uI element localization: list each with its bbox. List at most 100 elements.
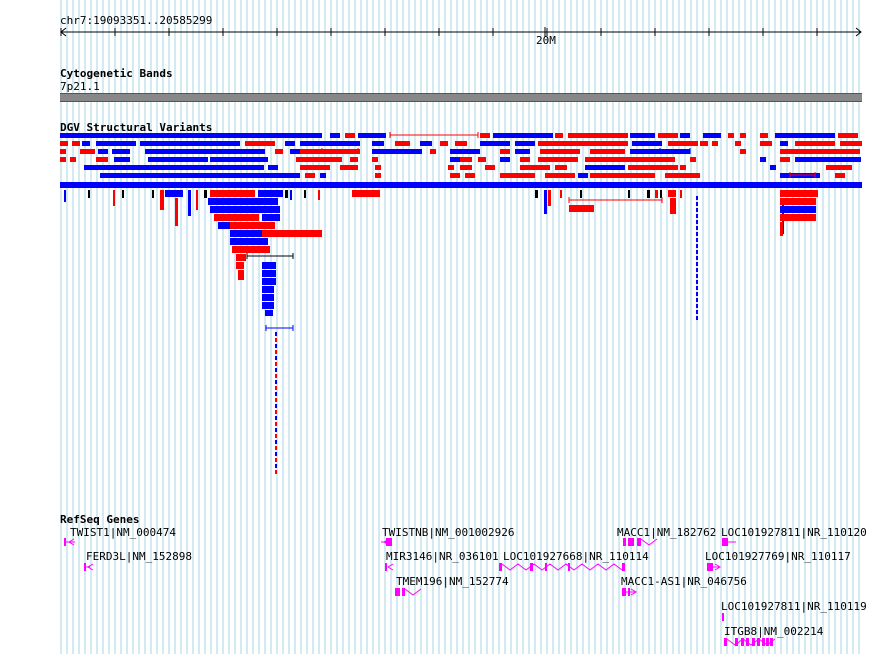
variant-bar [780,214,816,221]
variant-bar [345,133,355,138]
variant-bar [285,190,288,198]
gene-intron [501,563,623,571]
variant-bar [268,165,278,170]
gene-label-ferd3l[interactable]: FERD3L|NM_152898 [86,550,192,563]
variant-bar [448,165,454,170]
variant-bar [760,157,766,162]
variant-bar [696,262,698,266]
variant-bar [275,440,277,444]
variant-bar [780,141,788,146]
gene-exon [622,563,625,571]
variant-bar [188,190,191,216]
variant-bar [696,208,698,212]
variant-bar [60,182,862,188]
variant-bar [500,173,535,178]
variant-bar [70,157,76,162]
variant-bar [780,206,816,213]
variant-bar [538,141,628,146]
variant-bar [500,149,510,154]
gene-label-loc101927668[interactable]: LOC101927668|NR_110114 [503,550,649,563]
gene-label-mir3146[interactable]: MIR3146|NR_036101 [386,550,499,563]
variant-bar [555,133,563,138]
gene-exon [722,613,724,621]
gene-label-itgb8[interactable]: ITGB8|NM_002214 [724,625,824,638]
gene-strand-arrow [387,563,394,571]
variant-bar [735,141,741,146]
variant-bar [578,173,588,178]
variant-bar [210,206,280,213]
variant-bar [100,173,300,178]
variant-bar [275,416,277,420]
gene-exon [530,563,533,571]
variant-bar [520,157,530,162]
variant-bar [88,190,90,198]
variant-bar [696,250,698,254]
variant-bar [275,356,277,360]
gene-exon [752,638,755,646]
variant-bar [665,173,700,178]
variant-bar [838,133,858,138]
variant-bar [795,157,861,162]
refseq-track-title: RefSeq Genes [60,513,140,526]
gene-exon [402,588,405,596]
variant-bar [96,157,108,162]
gene-exon [628,538,634,546]
variant-bar [160,190,164,210]
gene-label-macc1[interactable]: MACC1|NM_182762 [617,526,717,539]
position-ruler[interactable] [0,0,890,60]
variant-bar [696,298,698,302]
variant-bar [262,294,274,301]
variant-bar [580,190,582,198]
gene-label-loc101927769[interactable]: LOC101927769|NR_110117 [705,550,851,563]
variant-bar [696,268,698,272]
gene-label-twist1[interactable]: TWIST1|NM_000474 [70,526,176,539]
variant-bar [375,173,381,178]
variant-bar [275,464,277,468]
variant-bar [230,238,268,245]
variant-bar [140,141,240,146]
variant-bar [232,246,270,253]
variant-bar [696,214,698,218]
gene-label-loc101927811-a[interactable]: LOC101927811|NR_110120 [721,526,867,539]
variant-bar [238,270,244,280]
gene-exon [499,563,502,571]
variant-bar [538,157,578,162]
variant-bar [236,262,244,269]
variant-bar [544,190,547,214]
variant-bar [696,304,698,308]
cytoband-bar[interactable] [60,93,862,102]
gene-label-tmem196[interactable]: TMEM196|NM_152774 [396,575,509,588]
variant-bar [668,190,676,197]
variant-bar [305,173,315,178]
variant-bar [712,141,718,146]
variant-bar [560,190,562,198]
variant-bar [515,149,530,154]
variant-bar [628,190,630,198]
variant-bar [258,190,283,197]
gene-exon [395,588,400,596]
variant-bar [460,165,472,170]
variant-bar [60,141,68,146]
variant-bar [840,141,862,146]
variant-bar [780,190,818,197]
gene-label-loc101927811-b[interactable]: LOC101927811|NR_110119 [721,600,867,613]
gene-exon [64,538,66,546]
variant-bar [696,238,698,242]
gene-label-twistnb[interactable]: TWISTNB|NM_001002926 [382,526,515,539]
variant-bar [632,141,662,146]
variant-bar [230,222,275,229]
variant-bar [696,226,698,230]
variant-bar [780,149,800,154]
variant-bar [630,133,655,138]
variant-bar [680,190,682,198]
variant-bar [420,141,432,146]
variant-bar [275,452,277,456]
gene-exon [84,563,86,571]
variant-bar [122,190,124,198]
variant-bar [375,165,381,170]
variant-bar [655,190,658,198]
gene-label-macc1-as1[interactable]: MACC1-AS1|NR_046756 [621,575,747,588]
variant-bar [296,157,342,162]
